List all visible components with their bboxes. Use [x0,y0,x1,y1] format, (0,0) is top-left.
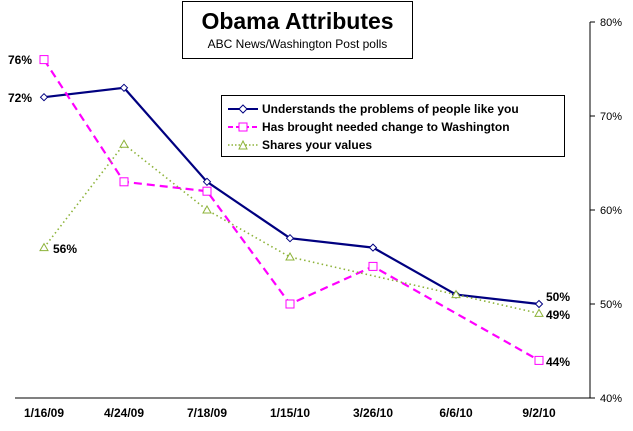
data-point-marker [285,299,295,309]
legend-item-change: Has brought needed change to Washington [228,118,564,136]
data-point-marker [202,186,212,196]
data-point-marker [39,242,49,252]
y-tick-label: 70% [600,111,622,123]
data-point-marker [451,289,461,299]
x-tick-label: 6/6/10 [439,406,473,420]
series-line [43,143,540,315]
legend-item-values: Shares your values [228,136,564,154]
legend-label-understands: Understands the problems of people like … [262,102,519,116]
x-tick-label: 7/18/09 [187,406,227,420]
data-point-marker [202,204,212,214]
data-point-marker [39,92,49,102]
legend-item-understands: Understands the problems of people like … [228,100,564,118]
chart-title-box: Obama Attributes ABC News/Washington Pos… [182,1,413,59]
data-point-marker [39,55,49,65]
x-tick-label: 9/2/10 [522,406,556,420]
data-point-marker [119,139,129,148]
data-label: 50% [546,290,570,304]
legend-key-change [228,122,258,132]
y-tick-label: 60% [600,205,622,217]
data-label: 49% [546,308,570,322]
x-tick-label: 4/24/09 [104,406,144,420]
data-point-marker [534,299,544,309]
data-point-marker [202,177,212,187]
data-label: 56% [53,242,77,256]
data-label: 44% [546,355,570,369]
chart-subtitle: ABC News/Washington Post polls [207,37,388,51]
data-label: 72% [8,91,32,105]
x-tick-label: 1/15/10 [270,406,310,420]
data-point-marker [119,83,129,93]
legend-key-understands [228,104,258,114]
data-point-marker [368,243,378,252]
x-tick-label: 3/26/10 [353,406,393,420]
chart-legend: Understands the problems of people like … [221,95,565,157]
legend-key-values [228,139,258,150]
data-point-marker [285,251,295,261]
y-tick-label: 50% [600,299,622,311]
data-point-marker [534,355,544,365]
y-tick-label: 80% [600,17,622,29]
legend-label-change: Has brought needed change to Washington [262,120,510,134]
legend-label-values: Shares your values [262,138,373,152]
data-point-marker [119,177,129,187]
data-point-marker [368,261,378,271]
data-point-marker [534,308,544,317]
data-point-marker [285,233,295,243]
chart-title: Obama Attributes [201,8,394,34]
x-tick-label: 1/16/09 [24,406,64,420]
data-label: 76% [8,53,32,67]
y-tick-label: 40% [600,393,622,405]
